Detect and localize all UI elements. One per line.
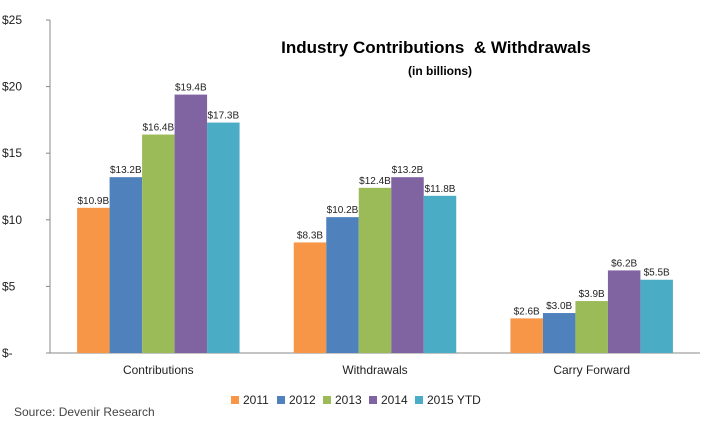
bar-2013-carry-forward xyxy=(575,301,608,353)
data-label: $12.4B xyxy=(359,176,391,187)
data-label: $19.4B xyxy=(175,83,207,94)
source-note: Source: Devenir Research xyxy=(14,405,155,419)
bar-2011-withdrawals xyxy=(293,242,327,353)
bars xyxy=(77,94,673,354)
bar-2012-contributions xyxy=(109,177,143,353)
x-axis-categories: Contributions Withdrawals Carry Forward xyxy=(123,363,630,377)
legend-label: 2011 xyxy=(243,393,269,407)
legend-item: 2015 YTD xyxy=(415,393,481,407)
data-label: $2.6B xyxy=(514,306,540,317)
legend-item: 2013 xyxy=(323,393,362,407)
legend-item: 2011 xyxy=(231,393,269,407)
legend-item: 2012 xyxy=(277,393,316,407)
y-tick-label: $15 xyxy=(2,146,22,160)
x-category-label: Withdrawals xyxy=(342,363,407,377)
legend-swatch xyxy=(323,396,331,404)
legend-swatch xyxy=(277,396,285,404)
x-category-label: Contributions xyxy=(123,363,194,377)
data-label: $3.0B xyxy=(546,301,572,312)
data-label: $11.8B xyxy=(425,184,456,195)
bar-2014-contributions xyxy=(174,94,208,353)
data-label: $8.3B xyxy=(297,230,323,241)
data-label: $17.3B xyxy=(207,111,239,122)
data-label: $3.9B xyxy=(579,289,605,300)
bar-2012-carry-forward xyxy=(542,313,576,353)
legend-label: 2012 xyxy=(289,393,316,407)
bar-2014-withdrawals xyxy=(391,177,424,353)
y-tick-label: $- xyxy=(2,346,13,360)
chart-subtitle: (in billions) xyxy=(408,64,472,78)
bar-2015-ytd-withdrawals xyxy=(423,195,457,353)
y-tick-label: $20 xyxy=(2,80,22,94)
bar-2015-ytd-carry-forward xyxy=(640,279,673,353)
data-label: $13.2B xyxy=(110,165,142,176)
bar-2011-carry-forward xyxy=(510,318,543,353)
legend-swatch xyxy=(415,396,423,404)
bar-2013-withdrawals xyxy=(358,187,392,353)
data-label: $10.9B xyxy=(77,196,109,207)
x-category-label: Carry Forward xyxy=(553,363,630,377)
y-tick-label: $10 xyxy=(2,213,22,227)
data-label: $6.2B xyxy=(611,258,637,269)
data-label: $10.2B xyxy=(327,205,359,216)
data-label: $13.2B xyxy=(392,165,424,176)
chart-title: Industry Contributions & Withdrawals xyxy=(281,38,591,57)
legend-label: 2014 xyxy=(381,393,408,407)
y-tick-label: $5 xyxy=(2,279,16,293)
legend-label: 2013 xyxy=(335,393,362,407)
data-labels: $10.9B $13.2B $16.4B $19.4B $17.3B $8.3B $10.2… xyxy=(77,83,670,318)
bar-2013-contributions xyxy=(142,134,175,353)
data-label: $16.4B xyxy=(142,123,174,134)
legend-swatch xyxy=(369,396,377,404)
bar-2014-carry-forward xyxy=(607,270,641,353)
legend: 2011 2012 2013 2014 2015 YTD xyxy=(231,393,481,407)
bar-2012-withdrawals xyxy=(326,217,359,353)
bar-2011-contributions xyxy=(77,207,110,353)
data-label: $5.5B xyxy=(644,268,670,279)
y-tick-label: $25 xyxy=(2,13,22,27)
bar-2015-ytd-contributions xyxy=(207,122,240,354)
legend-swatch xyxy=(231,396,239,404)
legend-item: 2014 xyxy=(369,393,408,407)
legend-label: 2015 YTD xyxy=(427,393,481,407)
